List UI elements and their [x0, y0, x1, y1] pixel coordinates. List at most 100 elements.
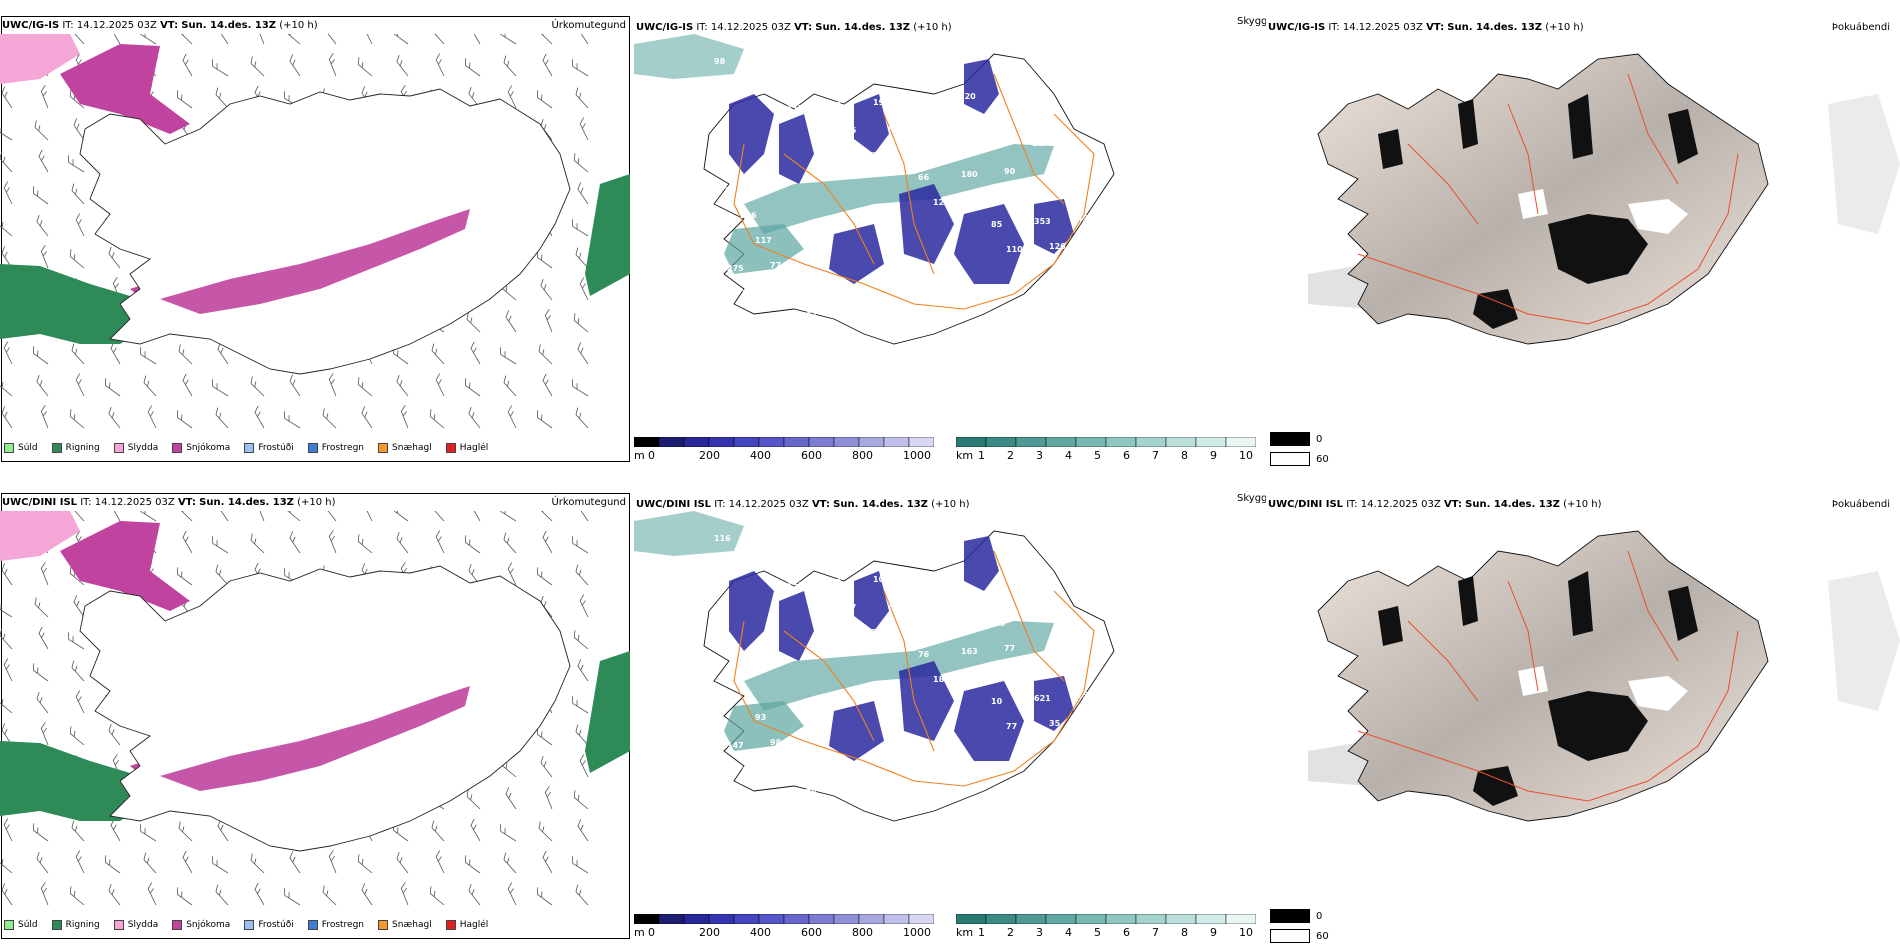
- legend-label: Haglél: [459, 443, 489, 453]
- cloud-panel-header: UWC/DINI ISL IT: 14.12.2025 03Z VT: Sun.…: [636, 499, 970, 510]
- height-label: 65: [772, 79, 784, 88]
- terrain-blue: [729, 59, 1074, 284]
- model-name: UWC/IG-IS: [2, 20, 60, 31]
- wind-barb: [1, 883, 13, 906]
- visibility-tick-label: 4: [1065, 449, 1072, 462]
- precip-panel-header: UWC/DINI ISL IT: 14.12.2025 03Z VT: Sun.…: [2, 497, 336, 508]
- wind-barb: [212, 856, 229, 874]
- height-label: 289: [989, 619, 1006, 628]
- wind-barb: [538, 34, 553, 45]
- height-label: 107: [1047, 164, 1064, 173]
- it-label: IT:: [62, 20, 74, 31]
- height-label: 99: [828, 760, 840, 769]
- visibility-tick-label: 5: [1094, 926, 1101, 939]
- fog-haze-east: [1828, 94, 1900, 234]
- height-label: 97: [845, 603, 856, 612]
- wind-barb: [0, 854, 13, 874]
- visibility-tick-label: 3: [1036, 926, 1043, 939]
- height-label: 106: [931, 120, 948, 129]
- wind-barb: [71, 820, 85, 842]
- height-label: 986: [785, 763, 802, 772]
- height-label: 77: [1006, 722, 1017, 731]
- wind-barb: [572, 59, 589, 77]
- visibility-tick-label: 9: [1210, 926, 1217, 939]
- legend-swatch: [244, 920, 255, 930]
- wind-barb: [0, 628, 13, 650]
- wind-barb: [250, 853, 265, 874]
- height-tick-label: 400: [750, 926, 771, 939]
- wind-barb: [69, 249, 85, 269]
- vt-label: VT:: [811, 499, 830, 510]
- height-label: 101: [873, 575, 890, 584]
- wind-barb: [357, 377, 373, 397]
- height-label: 155: [787, 581, 804, 590]
- wind-barb: [503, 532, 517, 554]
- height-label: 24: [886, 782, 898, 791]
- vt-label: VT:: [794, 22, 813, 33]
- wind-barb: [1, 563, 13, 586]
- wind-barb: [40, 722, 49, 746]
- wind-barb: [538, 511, 553, 522]
- wind-barb: [357, 57, 373, 77]
- fog-clear-areas: [1518, 189, 1688, 234]
- height-label: 621: [1034, 694, 1051, 703]
- height-tick-label: 1000: [903, 449, 931, 462]
- model-name: UWC/IG-IS: [1268, 22, 1326, 33]
- wind-barb: [0, 217, 13, 237]
- height-label: 98: [714, 57, 726, 66]
- wind-barb: [178, 34, 193, 45]
- legend-swatch: [4, 920, 14, 930]
- wind-barb: [357, 854, 373, 874]
- legend-item: Snjókoma: [172, 920, 230, 930]
- wind-barb: [577, 342, 589, 365]
- visibility-tick-label: 10: [1239, 449, 1253, 462]
- wind-barb: [468, 883, 481, 906]
- legend-swatch: [445, 920, 456, 930]
- height-color-step: [883, 437, 910, 447]
- visibility-color-step: [1015, 914, 1047, 924]
- wind-barb: [435, 530, 445, 554]
- wind-barb: [254, 405, 265, 429]
- roads: [733, 550, 1095, 787]
- wind-barb: [177, 90, 193, 109]
- snow-area-nw: [60, 521, 190, 611]
- iceland-coast: [79, 88, 571, 375]
- wind-barb: [33, 346, 49, 365]
- height-label: 394: [888, 600, 905, 609]
- visibility-tick-label: 10: [1239, 926, 1253, 939]
- legend-label: Snæhagl: [392, 443, 432, 453]
- vt-value: Sun. 14.des. 13Z: [815, 22, 911, 33]
- visibility-tick-label: 1: [978, 926, 985, 939]
- height-label: 110: [1006, 245, 1023, 254]
- wind-barb: [177, 410, 193, 429]
- cloud-fog-area: [634, 511, 744, 556]
- wind-barb: [431, 511, 445, 522]
- visibility-color-step: [985, 914, 1017, 924]
- legend-item: Slydda: [113, 920, 158, 930]
- visibility-color-step: [1075, 914, 1107, 924]
- wind-barb: [69, 886, 85, 906]
- height-label: 98: [830, 578, 842, 587]
- height-color-step: [833, 914, 860, 924]
- fog-legend: 0 60: [1268, 430, 1329, 470]
- wind-barb: [544, 309, 553, 333]
- field-name: Þokuábendi: [1831, 499, 1890, 510]
- wind-barb: [322, 885, 337, 906]
- wind-barb: [212, 379, 229, 397]
- wind-barb: [254, 882, 265, 906]
- height-label: 200: [860, 151, 877, 160]
- wind-barb: [73, 118, 85, 141]
- wind-barb: [542, 530, 553, 554]
- wind-barb: [507, 882, 517, 906]
- wind-barb: [36, 851, 49, 874]
- height-color-step: [833, 437, 860, 447]
- lead-time: (+10 h): [1545, 22, 1584, 33]
- wind-barb: [1, 406, 13, 429]
- wind-barb: [579, 277, 589, 301]
- height-label: 75: [1077, 691, 1089, 700]
- wind-barb: [468, 563, 481, 586]
- wind-barb: [466, 789, 481, 810]
- low-cloud-band: [744, 144, 1054, 234]
- visibility-unit: km: [956, 926, 974, 939]
- fog-roads: [1357, 550, 1739, 802]
